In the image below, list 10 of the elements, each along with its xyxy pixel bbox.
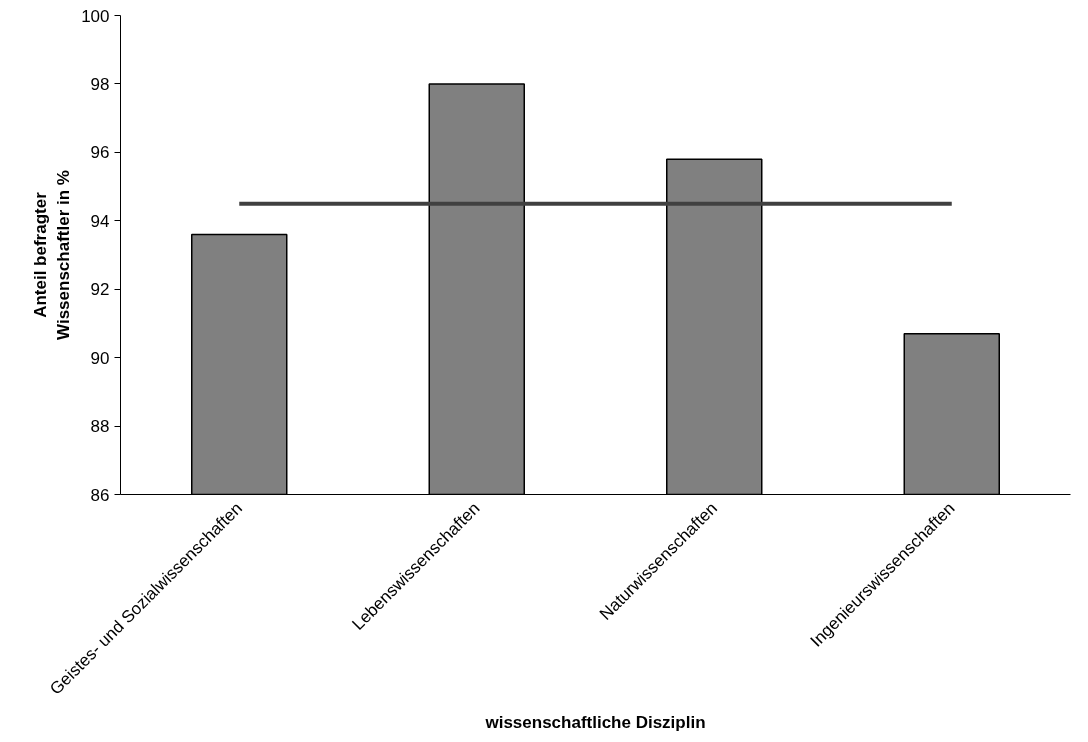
y-tick-label: 88 xyxy=(90,417,110,437)
y-tick-label: 100 xyxy=(81,6,110,26)
y-tick-label: 96 xyxy=(90,143,110,163)
y-tick-label: 90 xyxy=(90,348,110,368)
y-tick-label: 98 xyxy=(90,74,110,94)
y-tick-label: 94 xyxy=(90,211,110,231)
y-tick-label: 86 xyxy=(90,485,110,505)
x-axis-title: wissenschaftliche Disziplin xyxy=(484,713,706,733)
y-axis-title: Anteil befragter Wissenschaftler in % xyxy=(31,170,74,340)
y-tick-label: 92 xyxy=(90,280,110,300)
